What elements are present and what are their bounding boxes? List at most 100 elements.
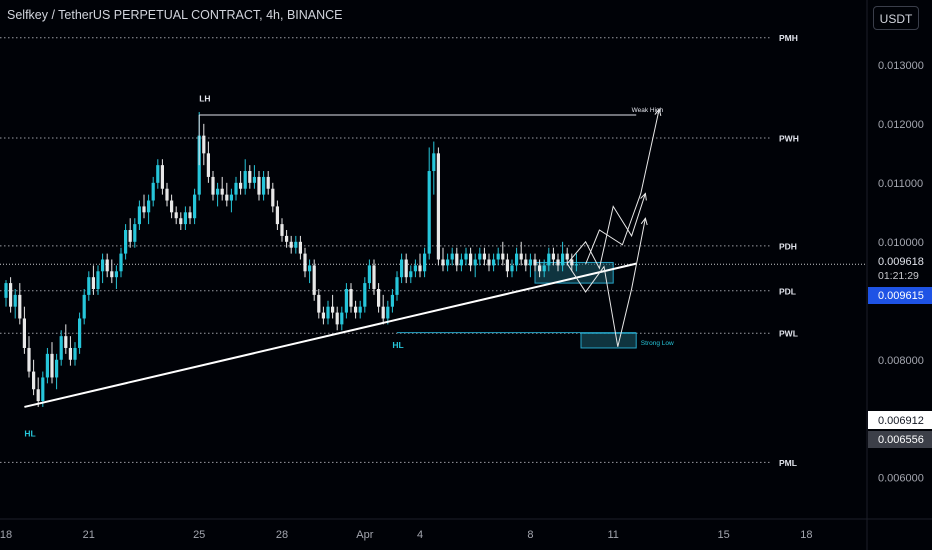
candle-body	[285, 235, 289, 242]
x-tick-label: 11	[607, 529, 618, 541]
projection-path-2	[585, 109, 660, 265]
y-tick-label: 0.013000	[878, 60, 924, 72]
candle-body	[252, 176, 256, 183]
level-label-pdh: PDH	[779, 241, 797, 251]
price-axis[interactable]: 0.013000 0.012000 0.011000 0.010000 0.008000…	[878, 60, 924, 485]
zones-layer	[534, 261, 637, 349]
y-tick-label: 0.006000	[878, 473, 924, 485]
candle-body	[381, 306, 385, 319]
currency-button[interactable]: USDT	[873, 6, 919, 30]
candle-body	[87, 277, 91, 295]
candle-body	[229, 194, 233, 201]
candle-body	[78, 318, 82, 348]
candle-body	[156, 165, 160, 183]
candle-body	[165, 188, 169, 201]
candle-body	[68, 347, 72, 360]
candle-body	[528, 259, 532, 266]
candle-body	[565, 253, 569, 260]
x-tick-label: 18	[0, 529, 12, 541]
candle-body	[372, 265, 376, 289]
candle-body	[27, 347, 31, 372]
low-price-label: 0.006912	[878, 415, 924, 427]
candle-body	[386, 306, 390, 319]
candle-body	[496, 253, 500, 260]
candle-body	[147, 200, 151, 213]
candle-body	[377, 288, 381, 307]
candle-body	[312, 265, 316, 295]
x-tick-label: 15	[717, 529, 729, 541]
candle-body	[478, 253, 482, 260]
candle-body	[59, 336, 63, 360]
candle-body	[32, 371, 36, 390]
annotations-layer: LH Weak High HL HL Strong Low	[24, 93, 674, 438]
candle-body	[119, 253, 123, 272]
candle-body	[482, 253, 486, 260]
candle-body	[473, 259, 477, 266]
candle-body	[533, 259, 537, 266]
candle-body	[298, 241, 302, 254]
x-tick-label: 28	[276, 529, 288, 541]
candle-body	[50, 353, 54, 378]
candle-body	[308, 265, 312, 272]
projection-arrowhead-0	[640, 192, 647, 201]
candle-body	[239, 182, 243, 189]
trendline	[24, 262, 637, 408]
candle-body	[216, 188, 220, 195]
last-price-box	[870, 254, 932, 275]
candle-body	[547, 253, 551, 266]
candle-body	[234, 182, 238, 195]
candle-body	[487, 259, 491, 266]
candle-body	[124, 230, 128, 254]
candle-body	[335, 312, 339, 325]
drawings-layer	[24, 107, 662, 408]
candle-body	[574, 264, 578, 266]
candle-body	[561, 253, 565, 266]
candle-body	[174, 212, 178, 219]
candle-body	[395, 277, 399, 295]
candle-body	[441, 259, 445, 266]
candle-body	[423, 253, 427, 272]
candle-body	[206, 153, 210, 177]
candle-body	[257, 176, 261, 195]
candle-body	[13, 294, 17, 307]
candle-body	[427, 171, 431, 254]
candle-body	[432, 153, 436, 172]
candle-body	[9, 283, 13, 307]
level-label-pwh: PWH	[779, 134, 799, 144]
candle-body	[349, 288, 353, 307]
candle-body	[289, 241, 293, 248]
candle-body	[524, 259, 528, 266]
candle-body	[413, 265, 417, 272]
time-axis[interactable]: 18 21 25 28 Apr 4 8 11 15 18	[0, 529, 813, 541]
projection-arrowhead-2	[654, 107, 662, 117]
zone-box-1	[580, 332, 637, 349]
projection-path-1	[566, 218, 646, 347]
candle-body	[22, 318, 26, 348]
candle-body	[542, 265, 546, 272]
level-label-pwl: PWL	[779, 329, 798, 339]
candle-body	[188, 212, 192, 219]
candle-body	[446, 259, 450, 266]
candle-body	[114, 271, 118, 278]
annotation-weak-high-1: Weak High	[632, 107, 664, 114]
symbol-title: Selfkey / TetherUS PERPETUAL CONTRACT, 4…	[7, 8, 343, 22]
low-price-box	[868, 411, 932, 429]
price-labels: 0.009618 01:21:29 0.009615 0.006912 0.006556	[868, 254, 932, 448]
candle-body	[193, 194, 197, 219]
candle-body	[303, 253, 307, 272]
y-tick-label: 0.012000	[878, 119, 924, 131]
candle-body	[271, 188, 275, 207]
candle-body	[450, 253, 454, 260]
candle-body	[133, 224, 137, 242]
candle-body	[354, 306, 358, 313]
candle-body	[18, 294, 22, 319]
candle-body	[73, 347, 77, 360]
candle-body	[390, 294, 394, 307]
candle-body	[556, 259, 560, 266]
candle-body	[151, 182, 155, 201]
annotation-strong-low-4: Strong Low	[641, 340, 674, 347]
candle-body	[202, 135, 206, 154]
last-price-label: 0.009618	[878, 256, 924, 268]
levels-layer: PMH PWH PDH PDL PWL PML	[0, 33, 867, 468]
